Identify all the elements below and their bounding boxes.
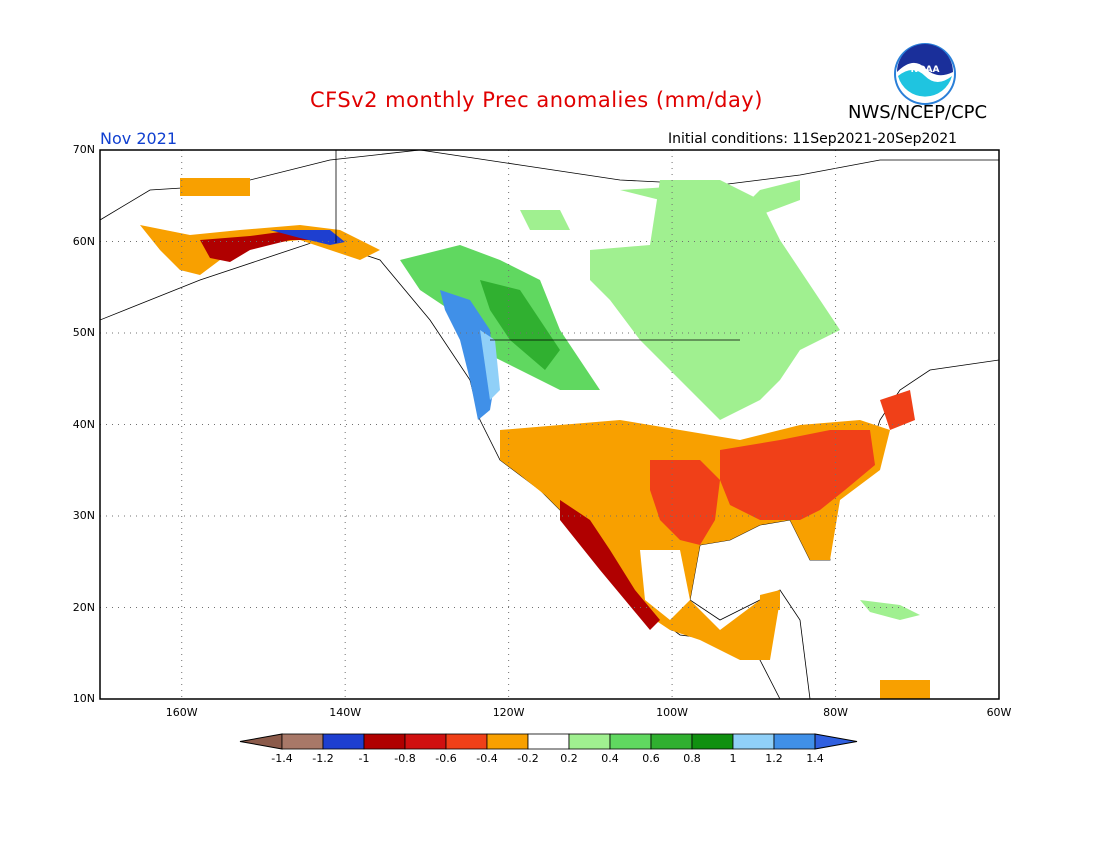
- colorbar-tick-label: 0.4: [601, 752, 619, 765]
- anomaly-central-america: [760, 590, 780, 610]
- colorbar-tick-label: -1: [358, 752, 370, 765]
- anomaly-cuba: [860, 600, 920, 620]
- anomaly-pnw: [440, 290, 495, 420]
- anomaly-green-patch: [520, 210, 570, 230]
- colorbar-swatch: [322, 733, 365, 750]
- colorbar-swatch: [691, 733, 734, 750]
- colorbar-tick-label: -0.6: [435, 752, 457, 765]
- lat-label: 40N: [72, 417, 95, 431]
- anomaly-southeast-us: [720, 430, 875, 520]
- lat-label: 60N: [72, 234, 95, 248]
- lat-label: 20N: [72, 600, 95, 614]
- lon-label: 80W: [823, 706, 848, 719]
- colorbar-tick-label: -1.4: [271, 752, 293, 765]
- forecast-month: Nov 2021: [100, 129, 178, 148]
- anomaly-pnw-light: [480, 330, 500, 400]
- colorbar-tick-label: -0.8: [394, 752, 416, 765]
- colorbar-swatch: [445, 733, 488, 750]
- colorbar-tick-label: 0.6: [642, 752, 660, 765]
- logo-text: NOAA: [911, 65, 940, 75]
- lat-label: 10N: [72, 692, 95, 705]
- colorbar-tick-label: 0.2: [560, 752, 578, 765]
- colorbar-tick-label: 0.8: [683, 752, 701, 765]
- lat-label: 30N: [72, 509, 95, 522]
- colorbar-tick-label: -0.2: [517, 752, 539, 765]
- lon-label: 140W: [329, 706, 362, 719]
- anomaly-alaska-orange-north: [180, 178, 250, 196]
- colorbar-swatch: [527, 733, 570, 750]
- colorbar-swatch: [281, 733, 324, 750]
- colorbar-swatch: [363, 733, 406, 750]
- colorbar-swatch: [486, 733, 529, 750]
- colorbar-left-arrow: [239, 733, 283, 750]
- map-frame: [99, 149, 1000, 700]
- colorbar-tick-label: -0.4: [476, 752, 498, 765]
- anomaly-northeast: [880, 390, 915, 430]
- colorbar-tick-label: 1.4: [806, 752, 824, 765]
- lon-label: 60W: [986, 706, 1012, 719]
- lat-label: 50N: [72, 326, 95, 339]
- lon-label: 100W: [656, 706, 689, 719]
- colorbar-right-arrow: [814, 733, 858, 750]
- anomaly-rockies: [480, 280, 560, 370]
- colorbar-swatch: [732, 733, 775, 750]
- anomaly-alaska-red: [200, 232, 330, 262]
- anomaly-canada-east: [620, 180, 800, 215]
- initial-conditions: Initial conditions: 11Sep2021-20Sep2021: [668, 131, 958, 147]
- colorbar-tick-label: 1: [729, 752, 737, 765]
- colorbar-tick-label: 1.2: [765, 752, 783, 765]
- agency-label: NWS/NCEP/CPC: [848, 102, 988, 123]
- chart-title: CFSv2 monthly Prec anomalies (mm/day): [310, 88, 763, 112]
- colorbar-swatch: [773, 733, 816, 750]
- colorbar-swatch: [404, 733, 447, 750]
- noaa-logo-icon: NOAA: [894, 43, 956, 105]
- colorbar-swatch: [609, 733, 652, 750]
- anomaly-texas: [650, 460, 720, 545]
- lon-label: 160W: [165, 706, 198, 719]
- lon-label: 120W: [492, 706, 525, 719]
- anomaly-mexico-west: [560, 500, 660, 630]
- anomaly-gulf-alaska-blue: [270, 230, 345, 245]
- lat-label: 70N: [72, 143, 95, 156]
- colorbar-swatch: [650, 733, 693, 750]
- colorbar-tick-label: -1.2: [312, 752, 334, 765]
- anomaly-caribbean: [880, 680, 930, 699]
- anomaly-canada-central: [590, 180, 840, 420]
- colorbar-swatch: [568, 733, 611, 750]
- anomaly-white-mexico: [640, 550, 690, 620]
